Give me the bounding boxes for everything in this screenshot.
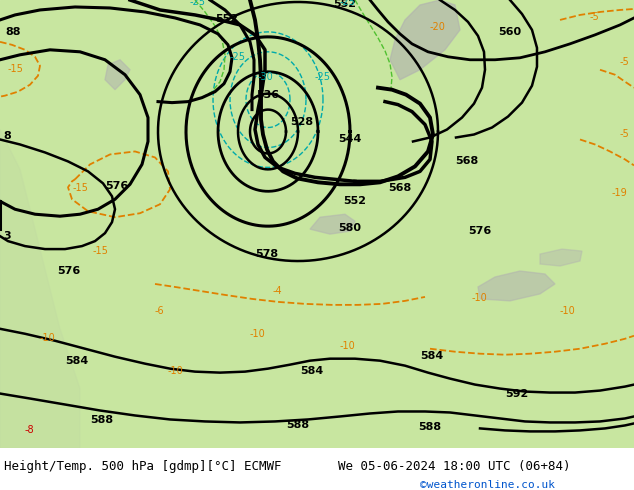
Text: -15: -15 xyxy=(92,246,108,256)
Text: -10: -10 xyxy=(340,341,356,351)
Text: -10: -10 xyxy=(250,329,266,339)
Text: 552: 552 xyxy=(215,14,238,24)
Text: -10: -10 xyxy=(560,306,576,316)
Text: 588: 588 xyxy=(286,420,309,430)
Text: -19: -19 xyxy=(612,188,628,198)
Text: -25: -25 xyxy=(230,52,246,62)
Text: 576: 576 xyxy=(105,181,128,191)
Text: 576: 576 xyxy=(57,266,81,276)
Text: -20: -20 xyxy=(430,22,446,32)
Text: -10: -10 xyxy=(472,293,488,303)
Text: -8: -8 xyxy=(25,425,35,436)
Text: -15: -15 xyxy=(8,64,24,74)
Text: -5: -5 xyxy=(590,12,600,22)
Text: -30: -30 xyxy=(257,72,273,82)
Text: 552: 552 xyxy=(333,0,356,9)
Text: 568: 568 xyxy=(388,183,411,193)
Text: 588: 588 xyxy=(418,422,441,432)
Text: 578: 578 xyxy=(255,249,278,259)
Text: -10: -10 xyxy=(168,366,184,376)
Text: 584: 584 xyxy=(300,366,323,376)
Text: 544: 544 xyxy=(339,134,361,145)
Text: Height/Temp. 500 hPa [gdmp][°C] ECMWF: Height/Temp. 500 hPa [gdmp][°C] ECMWF xyxy=(4,460,281,473)
Text: 528: 528 xyxy=(290,117,314,126)
Text: 8: 8 xyxy=(3,131,11,142)
Text: We 05-06-2024 18:00 UTC (06+84): We 05-06-2024 18:00 UTC (06+84) xyxy=(338,460,571,473)
Text: 576: 576 xyxy=(468,226,491,236)
Polygon shape xyxy=(390,0,460,80)
Text: 568: 568 xyxy=(455,156,478,167)
Text: -5: -5 xyxy=(620,57,630,67)
Text: 588: 588 xyxy=(90,416,113,425)
Polygon shape xyxy=(310,214,355,234)
Text: 536: 536 xyxy=(256,90,280,99)
Text: 584: 584 xyxy=(420,351,443,361)
Text: 3: 3 xyxy=(3,231,11,241)
Text: -5: -5 xyxy=(620,129,630,140)
Text: 584: 584 xyxy=(65,356,88,366)
Polygon shape xyxy=(0,129,80,448)
Text: 552: 552 xyxy=(344,196,366,206)
Polygon shape xyxy=(540,249,582,266)
Text: 580: 580 xyxy=(338,223,361,233)
Text: 88: 88 xyxy=(5,27,20,37)
Text: -25: -25 xyxy=(315,72,331,82)
Text: -15: -15 xyxy=(72,183,88,193)
Polygon shape xyxy=(105,60,130,90)
Text: -25: -25 xyxy=(190,0,206,7)
Text: 592: 592 xyxy=(505,389,528,398)
Text: -10: -10 xyxy=(40,333,56,343)
Polygon shape xyxy=(478,271,555,301)
Text: -6: -6 xyxy=(155,306,165,316)
Text: ©weatheronline.co.uk: ©weatheronline.co.uk xyxy=(420,480,555,490)
Text: -4: -4 xyxy=(273,286,283,296)
Text: -25: -25 xyxy=(340,0,356,7)
Text: 560: 560 xyxy=(498,27,521,37)
